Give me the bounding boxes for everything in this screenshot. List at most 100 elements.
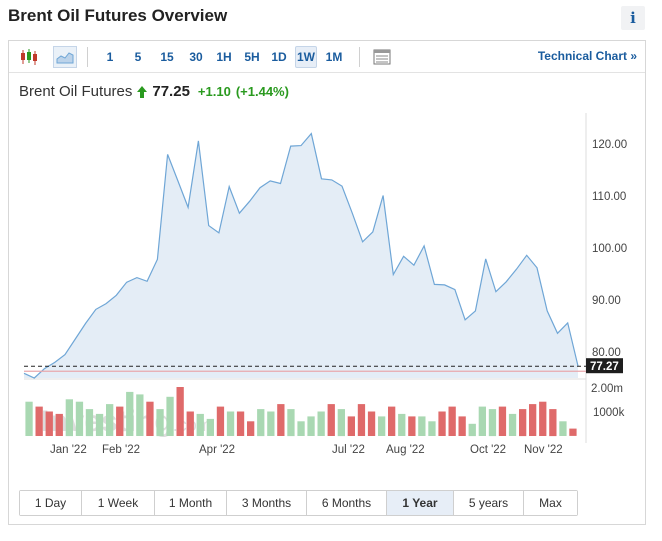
period-button-1-year[interactable]: 1 Year: [387, 491, 454, 515]
y-tick-label: 90.00: [592, 295, 621, 307]
volume-bar: [458, 416, 466, 436]
volume-bar: [45, 411, 53, 436]
toolbar-divider: [359, 47, 360, 67]
period-button-max[interactable]: Max: [524, 491, 577, 515]
x-tick-label: Aug '22: [386, 444, 425, 456]
price-change: +1.10: [197, 84, 231, 99]
volume-bar: [468, 423, 476, 437]
volume-bar: [136, 394, 144, 436]
volume-bar: [418, 416, 426, 436]
volume-bar: [478, 406, 486, 436]
range-button-5h[interactable]: 5H: [244, 50, 260, 64]
volume-bar: [529, 404, 537, 436]
x-tick-label: Jul '22: [332, 444, 365, 456]
info-icon[interactable]: i: [621, 6, 645, 30]
volume-bar: [428, 421, 436, 436]
period-button-1-day[interactable]: 1 Day: [20, 491, 82, 515]
last-value-label: 77.27: [590, 361, 619, 373]
range-button-5[interactable]: 5: [134, 50, 142, 64]
range-button-1m[interactable]: 1M: [325, 50, 343, 64]
period-button-3-months[interactable]: 3 Months: [227, 491, 307, 515]
volume-bar: [146, 401, 154, 436]
volume-bar: [95, 413, 104, 436]
volume-bar: [549, 409, 557, 437]
volume-bar: [508, 413, 517, 436]
volume-tick-label: 2.00m: [591, 383, 623, 395]
volume-bar: [388, 406, 396, 436]
last-price: 77.25: [152, 83, 190, 100]
last-value-badge: [586, 358, 623, 374]
volume-bar: [25, 401, 33, 436]
period-button-1-week[interactable]: 1 Week: [82, 491, 155, 515]
chart-panel: 1 5 15 30 1H 5H 1D 1W 1M Technical Chart » Brent…: [8, 40, 646, 525]
area-chart-icon[interactable]: [53, 46, 77, 68]
x-tick-label: Feb '22: [102, 444, 140, 456]
volume-bar: [448, 406, 456, 436]
volume-bar: [267, 411, 275, 436]
period-button-1-month[interactable]: 1 Month: [155, 491, 227, 515]
range-button-1d[interactable]: 1D: [271, 50, 287, 64]
volume-bar: [176, 387, 184, 436]
period-selector: 1 Day 1 Week 1 Month 3 Months 6 Months 1 Year…: [19, 490, 578, 516]
volume-bar: [317, 411, 325, 436]
x-tick-label: Oct '22: [470, 444, 506, 456]
volume-bar: [337, 409, 345, 437]
volume-bar: [116, 406, 124, 436]
volume-bar: [206, 418, 214, 436]
toolbar-divider: [87, 47, 88, 67]
volume-bar: [65, 399, 73, 437]
volume-bar: [277, 404, 285, 436]
x-tick-label: Nov '22: [524, 444, 563, 456]
instrument-name: Brent Oil Futures: [19, 83, 133, 100]
volume-bar: [166, 396, 174, 436]
technical-chart-link[interactable]: Technical Chart »: [537, 49, 637, 63]
range-button-1h[interactable]: 1H: [216, 50, 232, 64]
volume-bar: [559, 421, 567, 436]
volume-bar: [126, 391, 134, 436]
table-icon[interactable]: [370, 46, 394, 68]
price-line: [23, 132, 579, 379]
range-button-15[interactable]: 15: [160, 50, 174, 64]
volume-bar: [307, 416, 315, 436]
volume-bar: [569, 428, 577, 436]
volume-bar: [539, 401, 547, 436]
volume-bar: [438, 411, 446, 436]
price-chart[interactable]: Investing.com120.00110.00100.0090.0080.0…: [19, 113, 637, 463]
volume-bar: [367, 411, 376, 436]
y-tick-label: 120.00: [592, 139, 627, 151]
price-change-percent: (+1.44%): [235, 84, 289, 99]
period-button-5-years[interactable]: 5 years: [454, 491, 524, 515]
volume-bar: [75, 401, 84, 436]
chart-toolbar: 1 5 15 30 1H 5H 1D 1W 1M Technical Chart »: [9, 41, 645, 73]
volume-bar: [357, 404, 366, 436]
x-tick-label: Apr '22: [199, 444, 235, 456]
price-area-fill: [24, 133, 578, 378]
volume-bar: [398, 413, 406, 436]
y-tick-label: 100.00: [592, 243, 627, 255]
volume-tick-label: 1000k: [593, 407, 625, 419]
y-tick-label: 110.00: [592, 191, 626, 203]
y-tick-label: 80.00: [592, 347, 621, 359]
range-button-1[interactable]: 1: [106, 50, 114, 64]
volume-bar: [156, 409, 164, 437]
volume-bar: [85, 409, 94, 437]
quote-header: Brent Oil Futures 77.25 +1.10 (+1.44%): [19, 83, 289, 100]
arrow-up-icon: [137, 85, 148, 98]
volume-bar: [247, 421, 255, 436]
volume-bar: [106, 404, 114, 436]
candlestick-icon[interactable]: [17, 46, 41, 68]
volume-bar: [297, 421, 305, 436]
volume-bar: [257, 409, 265, 437]
volume-bar: [498, 406, 507, 436]
x-tick-label: Jan '22: [50, 444, 87, 456]
period-button-6-months[interactable]: 6 Months: [307, 491, 387, 515]
volume-bar: [196, 413, 204, 436]
range-button-30[interactable]: 30: [189, 50, 203, 64]
price-chart-svg: Investing.com120.00110.00100.0090.0080.0…: [23, 113, 627, 456]
range-button-1w[interactable]: 1W: [295, 46, 317, 68]
volume-bar: [378, 416, 386, 436]
volume-bar: [216, 406, 225, 436]
volume-bar: [519, 409, 527, 437]
volume-bar: [287, 409, 295, 437]
volume-bar: [408, 416, 416, 436]
